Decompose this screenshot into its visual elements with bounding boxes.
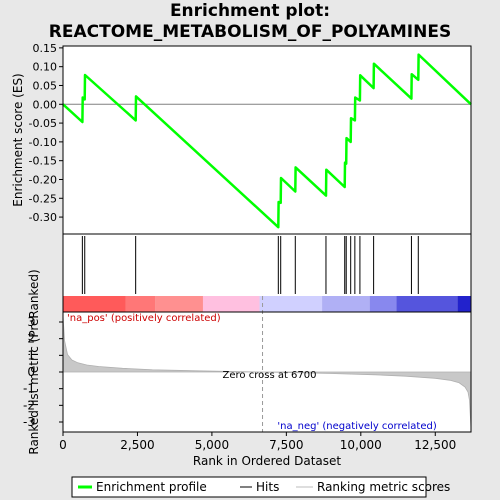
x-axis-label: Rank in Ordered Dataset xyxy=(193,454,341,468)
legend-label-0: Enrichment profile xyxy=(96,480,207,494)
es-ytick-label-3: 0.00 xyxy=(33,98,58,111)
es-ytick-label-5: -0.10 xyxy=(29,136,57,149)
xtick-label-0: 0 xyxy=(59,438,67,452)
legend-label-1: Hits xyxy=(256,480,279,494)
metric-ytick-label-1: 2 xyxy=(27,332,35,346)
es-ytick-label-4: -0.05 xyxy=(29,117,57,130)
color-bar-segment-1 xyxy=(125,296,156,312)
metric-ytick-label-0: 3 xyxy=(27,315,35,329)
es-ytick-label-7: -0.20 xyxy=(29,173,57,186)
color-bar-segment-6 xyxy=(369,296,397,312)
xtick-label-4: 10,000 xyxy=(340,438,382,452)
es-ytick-label-9: -0.30 xyxy=(29,211,57,224)
metric-ytick-label-5: -2 xyxy=(23,398,35,412)
color-bar-segment-5 xyxy=(322,296,370,312)
es-ytick-label-2: 0.05 xyxy=(33,79,58,92)
color-bar-segment-2 xyxy=(155,296,203,312)
metric-ytick-label-6: -3 xyxy=(23,415,35,429)
xtick-label-5: 12,500 xyxy=(414,438,456,452)
color-bar-segment-0 xyxy=(63,296,126,312)
chart-title-line-2: REACTOME_METABOLISM_OF_POLYAMINES xyxy=(48,22,452,42)
enrichment-profile-line xyxy=(62,53,472,229)
es-ytick-label-1: 0.10 xyxy=(33,61,58,74)
positive-correlation-label: 'na_pos' (positively correlated) xyxy=(67,313,221,324)
es-ytick-label-6: -0.15 xyxy=(29,155,57,168)
es-y-axis-label: Enrichment score (ES) xyxy=(11,73,25,206)
es-ytick-label-8: -0.25 xyxy=(29,192,57,205)
zero-cross-label: Zero cross at 6700 xyxy=(223,370,317,381)
metric-ytick-label-4: -1 xyxy=(23,382,35,396)
color-bar-segment-4 xyxy=(259,296,323,312)
xtick-label-1: 2,500 xyxy=(120,438,154,452)
metric-y-axis-label: Ranked list metric (PreRanked) xyxy=(27,269,41,454)
metric-ytick-label-3: 0 xyxy=(27,365,35,379)
legend-label-2: Ranking metric scores xyxy=(317,480,450,494)
es-panel-background xyxy=(63,46,471,234)
color-bar-segment-8 xyxy=(457,296,471,312)
chart-title-line-1: Enrichment plot: xyxy=(169,1,331,21)
ranking-metric-area xyxy=(62,315,472,429)
negative-correlation-label: 'na_neg' (negatively correlated) xyxy=(277,421,436,432)
metric-ytick-label-2: 1 xyxy=(27,348,35,362)
color-bar-segment-3 xyxy=(202,296,260,312)
xtick-label-3: 7,500 xyxy=(269,438,303,452)
xtick-label-2: 5,000 xyxy=(195,438,229,452)
hits-panel-background xyxy=(63,234,471,296)
color-bar-segment-7 xyxy=(396,296,458,312)
es-ytick-label-0: 0.15 xyxy=(33,42,58,55)
